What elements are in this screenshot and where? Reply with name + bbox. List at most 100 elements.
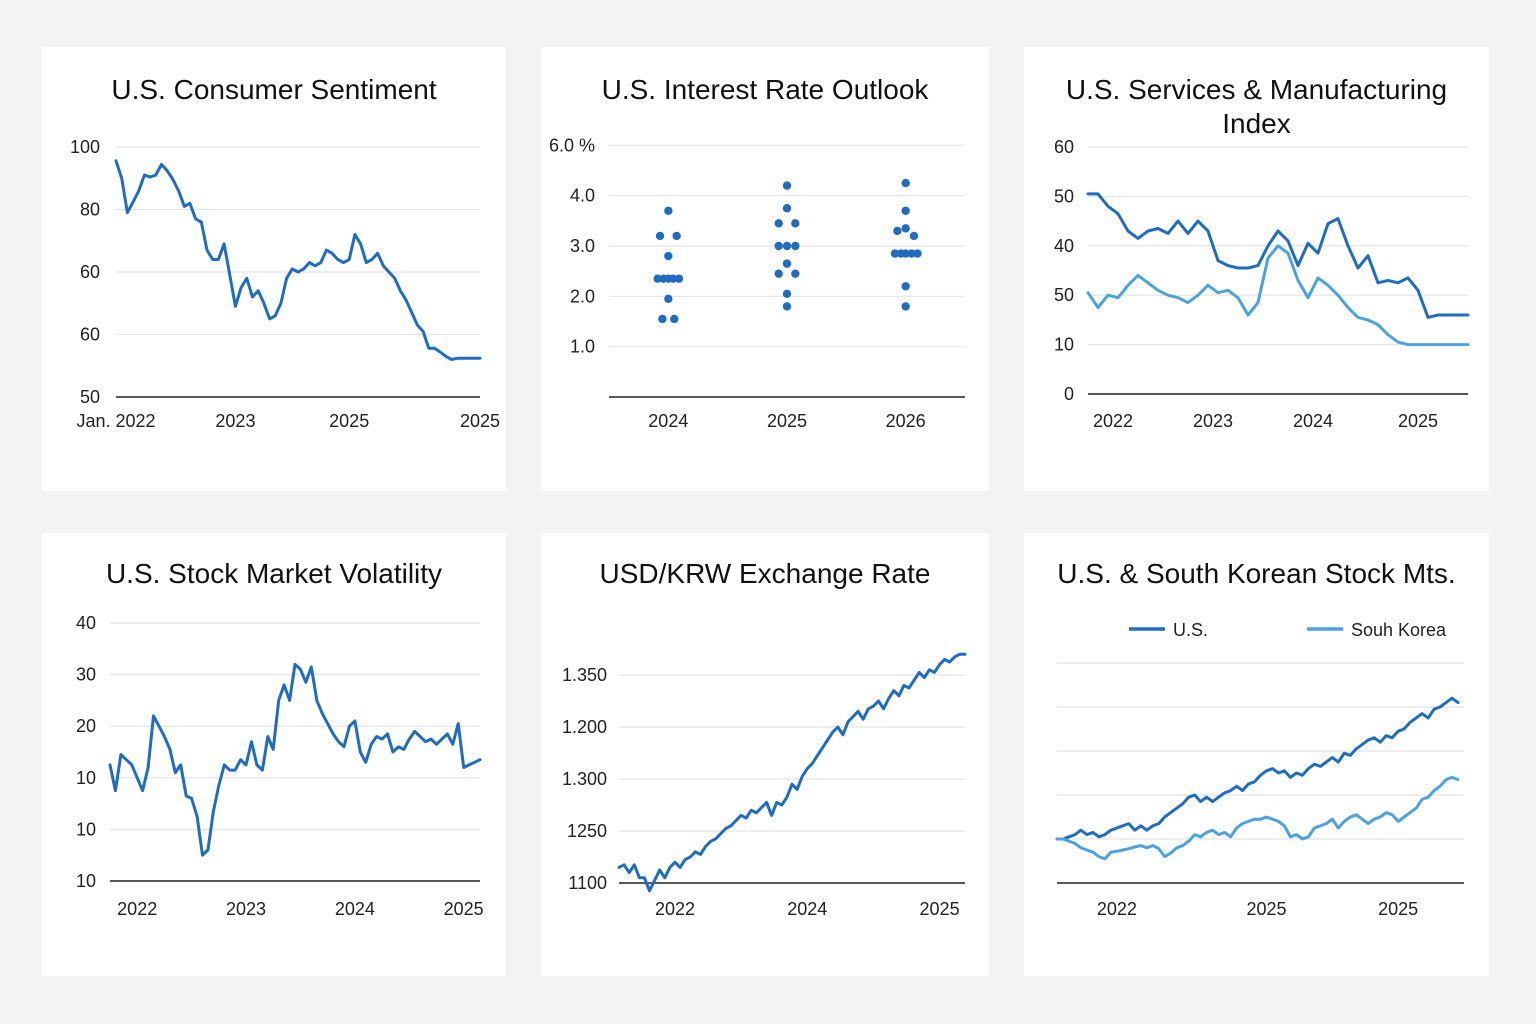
- y-tick-label: 10: [1054, 335, 1074, 355]
- x-tick-label: 2025: [444, 899, 484, 919]
- us-korea-stocks-chart: U.S. & South Korean Stock Mts. 2022 2025 20…: [1055, 558, 1464, 919]
- chart-title: Index: [1222, 108, 1291, 139]
- x-tick-label: 2022: [1093, 411, 1133, 431]
- data-point: [791, 269, 800, 278]
- data-point: [901, 282, 910, 291]
- card-services-manufacturing: U.S. Services & Manufacturing Index 60 50 40…: [1024, 47, 1489, 491]
- data-point: [655, 231, 665, 241]
- chart-title: U.S. Consumer Sentiment: [111, 74, 436, 105]
- chart-title: U.S. Stock Market Volatility: [106, 558, 442, 589]
- y-tick-label: 50: [80, 387, 100, 407]
- x-tick-label: 2024: [787, 899, 827, 919]
- x-tick-label: 2023: [1193, 411, 1233, 431]
- y-tick-label: 1.350: [562, 665, 607, 685]
- data-point: [913, 249, 922, 258]
- card-consumer-sentiment: U.S. Consumer Sentiment 100 80 60 60 50 Jan. 2…: [42, 47, 506, 491]
- data-point: [668, 274, 678, 283]
- y-tick-label: 1.0: [570, 337, 595, 357]
- x-tick-label: 2024: [648, 411, 688, 431]
- data-point: [901, 302, 910, 311]
- x-tick-label: 2026: [886, 411, 926, 431]
- data-point: [782, 241, 792, 251]
- consumer-sentiment-chart: U.S. Consumer Sentiment 100 80 60 60 50 Jan. 2…: [70, 74, 500, 431]
- x-tick-label: 2025: [1246, 899, 1286, 919]
- data-point: [672, 231, 681, 241]
- y-tick-label: 60: [1054, 137, 1074, 157]
- data-point: [664, 251, 673, 261]
- y-tick-label: 20: [76, 716, 96, 736]
- legend-label: U.S.: [1173, 620, 1208, 640]
- data-point: [893, 226, 902, 236]
- x-tick-label: 2025: [920, 899, 960, 919]
- y-tick-label: 10: [76, 768, 96, 788]
- chart-title: USD/KRW Exchange Rate: [600, 558, 931, 589]
- series-line-consumer-sentiment: [114, 159, 482, 361]
- data-point: [901, 224, 910, 233]
- y-tick-label: 60: [80, 325, 100, 345]
- y-tick-label: 80: [80, 200, 100, 220]
- card-us-korea-stocks: U.S. & South Korean Stock Mts. 2022 2025 20…: [1024, 533, 1489, 976]
- data-point: [901, 178, 910, 188]
- data-point: [774, 269, 783, 278]
- series-line-manufacturing: [1086, 244, 1470, 347]
- data-point: [653, 274, 662, 283]
- chart-title: U.S. & South Korean Stock Mts.: [1057, 558, 1455, 589]
- data-point: [782, 181, 792, 190]
- x-tick-label: 2025: [767, 411, 807, 431]
- series-line-volatility: [108, 662, 482, 857]
- x-tick-label: 2024: [335, 899, 375, 919]
- stock-volatility-chart: U.S. Stock Market Volatility 40 30 20 10 10 10…: [76, 558, 484, 919]
- y-tick-label: 3.0: [570, 236, 595, 256]
- x-tick-label: 2025: [1398, 411, 1438, 431]
- y-tick-label: 1250: [567, 821, 607, 841]
- data-point: [774, 241, 783, 251]
- interest-rate-chart: U.S. Interest Rate Outlook 6.0 % 4.0 3.0 2.0…: [549, 74, 965, 431]
- x-tick-label: 2023: [226, 899, 266, 919]
- y-tick-label: 100: [70, 137, 100, 157]
- chart-title: U.S. Services & Manufacturing: [1066, 74, 1447, 105]
- y-tick-label: 4.0: [570, 186, 595, 206]
- data-point: [782, 289, 792, 299]
- card-interest-rate-outlook: U.S. Interest Rate Outlook 6.0 % 4.0 3.0 2.0…: [541, 47, 989, 491]
- x-tick-label: Jan. 2022: [76, 411, 155, 431]
- data-point: [659, 274, 668, 283]
- data-point: [909, 231, 919, 241]
- data-point: [782, 204, 792, 213]
- y-tick-label: 40: [76, 613, 96, 633]
- data-point: [782, 259, 792, 268]
- y-tick-label: 1.200: [562, 717, 607, 737]
- series-line-u-s-: [1055, 696, 1460, 841]
- data-point: [664, 206, 673, 215]
- data-point: [664, 294, 673, 304]
- x-tick-label: 2025: [460, 411, 500, 431]
- y-tick-label: 1.300: [562, 769, 607, 789]
- y-tick-label: 1100: [568, 873, 607, 893]
- series-line-usd-krw: [617, 652, 967, 893]
- y-tick-label: 6.0 %: [549, 135, 595, 155]
- card-usd-krw: USD/KRW Exchange Rate 1.350 1.200 1.300 1250…: [541, 533, 989, 976]
- series-line-souh-korea: [1055, 775, 1460, 861]
- chart-title: U.S. Interest Rate Outlook: [602, 74, 930, 105]
- data-point: [670, 314, 679, 324]
- y-tick-label: 2.0: [570, 286, 595, 306]
- y-tick-label: 0: [1064, 384, 1074, 404]
- data-point: [901, 206, 910, 215]
- series-line-services: [1086, 192, 1470, 319]
- data-point: [658, 314, 667, 324]
- data-point: [907, 249, 916, 258]
- x-tick-label: 2025: [1378, 899, 1418, 919]
- data-point: [791, 219, 800, 228]
- y-tick-label: 50: [1054, 285, 1074, 305]
- y-tick-label: 10: [76, 819, 96, 839]
- data-point: [782, 302, 792, 311]
- y-tick-label: 50: [1054, 186, 1074, 206]
- legend-label: Souh Korea: [1351, 620, 1447, 640]
- y-tick-label: 30: [76, 665, 96, 685]
- data-point: [791, 241, 800, 251]
- y-tick-label: 10: [76, 871, 96, 891]
- usd-krw-chart: USD/KRW Exchange Rate 1.350 1.200 1.300 1250…: [562, 558, 967, 919]
- x-tick-label: 2025: [329, 411, 369, 431]
- data-point: [901, 249, 910, 258]
- x-tick-label: 2022: [1097, 899, 1137, 919]
